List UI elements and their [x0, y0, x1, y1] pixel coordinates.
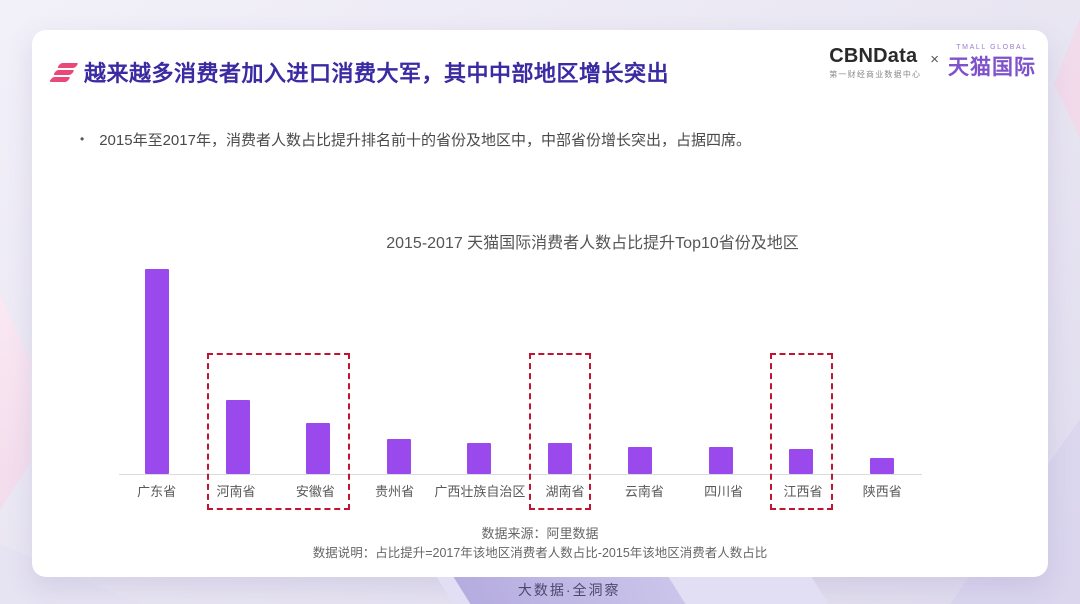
category-label: 广东省: [137, 484, 177, 499]
bar-column: [600, 447, 681, 474]
bar-column: [842, 457, 923, 474]
cbndata-subtitle: 第一财经商业数据中心: [829, 70, 922, 79]
category-label: 云南省: [624, 484, 664, 499]
bullet-dot: •: [80, 132, 85, 146]
bar-column: [359, 439, 440, 474]
bar-column: [681, 447, 762, 474]
bar: [789, 449, 814, 474]
category-label: 广西壮族自治区: [434, 484, 526, 499]
bullet-line: • 2015年至2017年，消费者人数占比提升排名前十的省份及地区中，中部省份增…: [80, 129, 751, 150]
bar: [225, 400, 250, 474]
tmall-tagline: TMALL GLOBAL: [956, 44, 1028, 51]
cbndata-logo: CBNData 第一财经商业数据中心: [829, 45, 921, 80]
tmall-global-logo: TMALL GLOBAL 天猫国际: [948, 44, 1036, 81]
category-label: 贵州省: [375, 484, 415, 499]
data-note: 数据说明：占比提升=2017年该地区消费者人数占比-2015年该地区消费者人数占…: [312, 546, 768, 560]
bar-column: [520, 443, 601, 474]
slide-card: 越来越多消费者加入进口消费大军，其中中部地区增长突出 CBNData 第一财经商…: [32, 30, 1048, 577]
highlight-dashed-box: [206, 353, 350, 510]
bar: [628, 447, 653, 474]
bottom-banner: 大数据·全洞察: [453, 577, 686, 604]
banner-label: 大数据·全洞察: [517, 582, 621, 598]
highlight-dashed-box: [528, 353, 591, 510]
logo-separator: ×: [930, 51, 939, 68]
bar-column: [761, 449, 842, 474]
bg-shape-pink-left: [0, 295, 30, 510]
category-label: 河南省: [216, 484, 256, 499]
tmall-wordmark: 天猫国际: [948, 56, 1036, 79]
bar: [708, 447, 733, 474]
category-label: 江西省: [783, 484, 823, 499]
bar-column: [198, 400, 279, 474]
bar-chart: 广东省 河南省 安徽省 贵州省 广西壮族自治区 湖南省 云南省 四川省 江西省 陕西省: [117, 269, 922, 515]
highlight-dashed-box: [770, 353, 833, 510]
slide-title: 越来越多消费者加入进口消费大军，其中中部地区增长突出: [84, 61, 670, 86]
bar: [467, 443, 492, 474]
category-label: 安徽省: [295, 484, 335, 499]
triple-slash-icon: [49, 60, 81, 88]
bg-shape-pink-right: [1054, 18, 1080, 138]
bars-row: [117, 269, 922, 474]
cbndata-wordmark: CBNData: [829, 45, 918, 67]
bar: [145, 269, 170, 474]
labels-row: 广东省 河南省 安徽省 贵州省 广西壮族自治区 湖南省 云南省 四川省 江西省 陕西省: [117, 481, 922, 500]
chart-title: 2015-2017 天猫国际消费者人数占比提升Top10省份及地区: [386, 235, 799, 252]
bullet-text: 2015年至2017年，消费者人数占比提升排名前十的省份及地区中，中部省份增长突…: [99, 132, 751, 149]
bar-column: [278, 422, 359, 474]
category-label: 陕西省: [862, 484, 902, 499]
bar: [547, 443, 572, 474]
data-source: 数据来源：阿里数据: [481, 526, 599, 541]
bar-column: [439, 443, 520, 474]
category-label: 湖南省: [545, 484, 585, 499]
bar: [306, 422, 331, 474]
category-label: 四川省: [704, 484, 744, 499]
x-axis-line: [119, 474, 922, 475]
bar: [386, 439, 411, 474]
bar: [869, 457, 894, 474]
bar-column: [117, 269, 198, 474]
logo-lockup: CBNData 第一财经商业数据中心 × TMALL GLOBAL 天猫国际: [829, 44, 1036, 81]
